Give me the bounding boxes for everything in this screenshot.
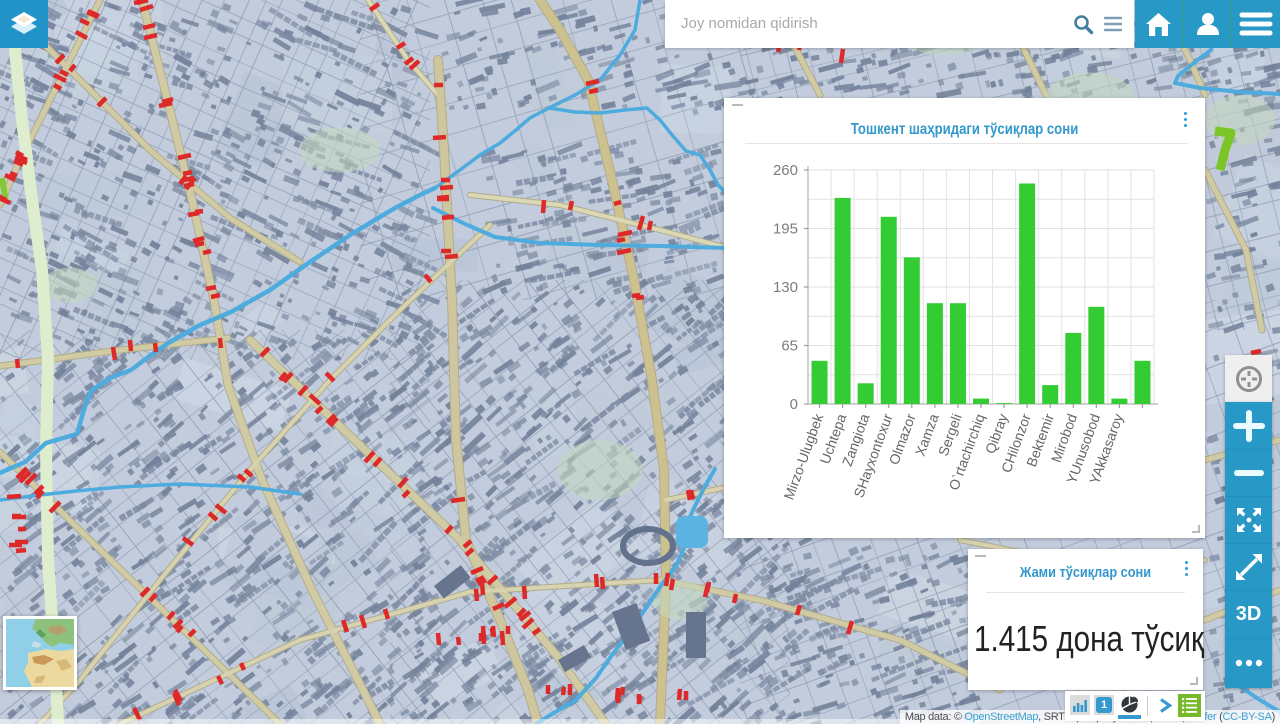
svg-text:130: 130 <box>773 279 798 296</box>
svg-text:260: 260 <box>773 162 798 179</box>
svg-text:0: 0 <box>790 396 798 413</box>
svg-text:65: 65 <box>781 338 798 355</box>
svg-text:195: 195 <box>773 221 798 238</box>
